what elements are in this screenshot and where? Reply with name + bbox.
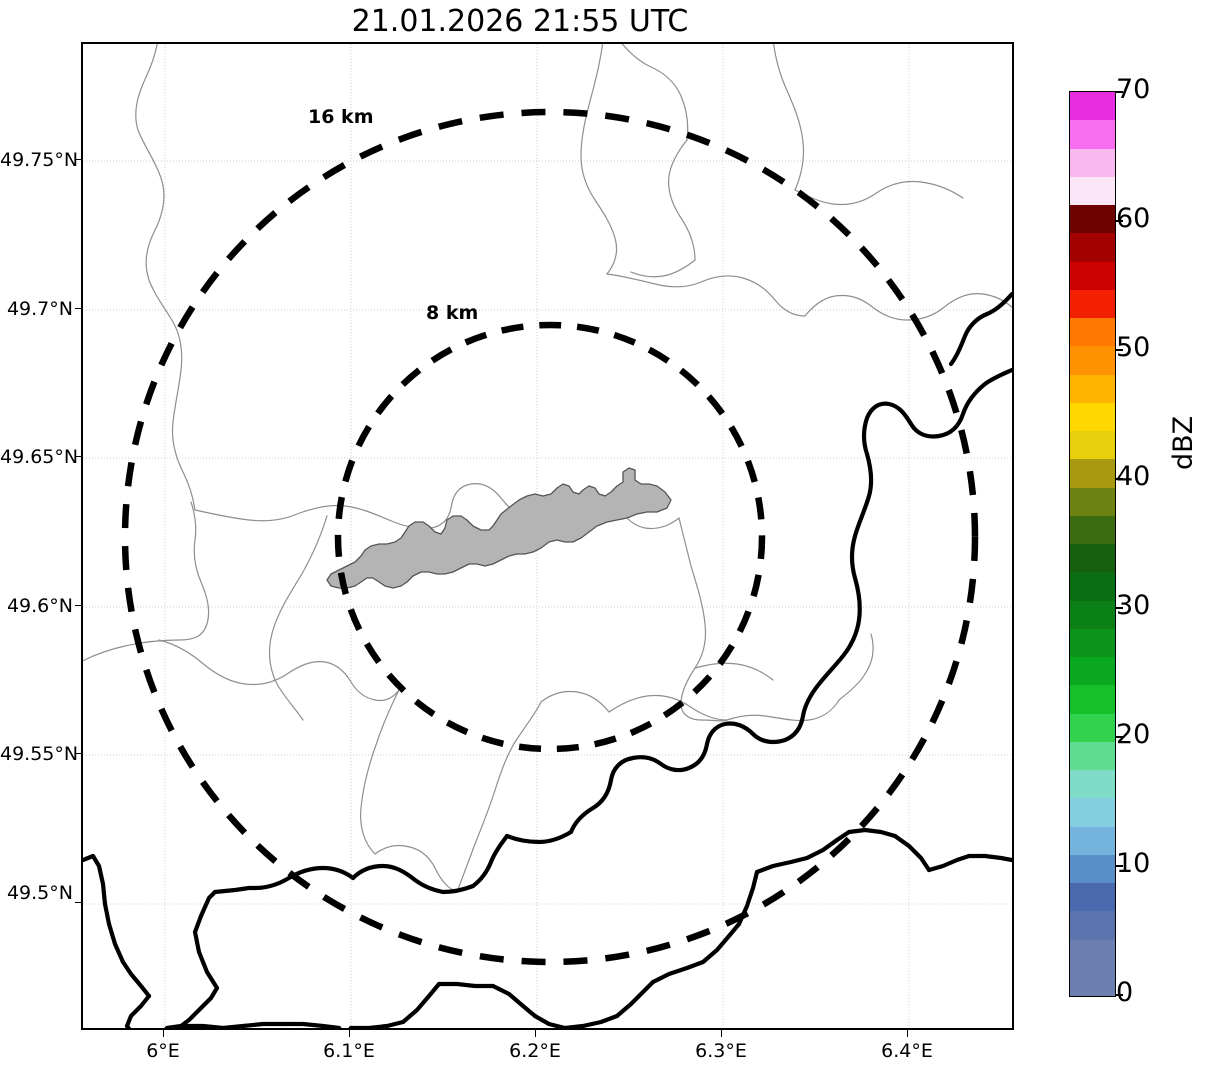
range-ring-16km bbox=[121, 108, 979, 966]
colorbar-tick-70: 70 bbox=[1116, 74, 1151, 105]
colorbar-band bbox=[1070, 431, 1115, 460]
lon-tick-6-3: 6.3°E bbox=[695, 1040, 747, 1062]
colorbar-band bbox=[1070, 741, 1115, 770]
lat-tickmark bbox=[75, 456, 82, 457]
colorbar-tick-20: 20 bbox=[1116, 719, 1151, 750]
colorbar-band bbox=[1070, 826, 1115, 855]
colorbar-band bbox=[1070, 402, 1115, 431]
colorbar-tickmark bbox=[1115, 478, 1123, 480]
colorbar-band bbox=[1070, 967, 1115, 996]
lat-tick-49-6: 49.6°N bbox=[6, 595, 73, 617]
lat-tickmark bbox=[75, 902, 82, 903]
colorbar-band bbox=[1070, 92, 1115, 121]
colorbar-band bbox=[1070, 628, 1115, 657]
colorbar-band bbox=[1070, 713, 1115, 742]
colorbar-band bbox=[1070, 459, 1115, 488]
colorbar-tickmark bbox=[1115, 865, 1123, 867]
colorbar-axis-label: dBZ bbox=[1168, 415, 1199, 470]
lat-tick-49-55: 49.55°N bbox=[0, 743, 79, 765]
colorbar-tickmark bbox=[1115, 220, 1123, 222]
colorbar[interactable] bbox=[1069, 91, 1116, 997]
lat-tickmark bbox=[75, 605, 82, 606]
colorbar-band bbox=[1070, 233, 1115, 262]
colorbar-tick-10: 10 bbox=[1116, 848, 1151, 879]
colorbar-band bbox=[1070, 515, 1115, 544]
colorbar-tickmark bbox=[1115, 736, 1123, 738]
colorbar-band bbox=[1070, 544, 1115, 573]
lon-tickmark bbox=[721, 1030, 722, 1037]
range-ring-label-16km: 16 km bbox=[308, 106, 374, 128]
colorbar-band bbox=[1070, 657, 1115, 686]
colorbar-band bbox=[1070, 261, 1115, 290]
colorbar-tickmark bbox=[1115, 607, 1123, 609]
lon-tick-6-1: 6.1°E bbox=[323, 1040, 375, 1062]
colorbar-band bbox=[1070, 911, 1115, 940]
city-polygon bbox=[326, 467, 672, 589]
colorbar-band bbox=[1070, 205, 1115, 234]
colorbar-tick-50: 50 bbox=[1116, 332, 1151, 363]
lon-tickmark bbox=[535, 1030, 536, 1037]
colorbar-band bbox=[1070, 289, 1115, 318]
lat-tick-49-75: 49.75°N bbox=[0, 149, 79, 171]
lon-tickmark bbox=[349, 1030, 350, 1037]
colorbar-tick-30: 30 bbox=[1116, 590, 1151, 621]
lon-tick-6: 6°E bbox=[146, 1040, 180, 1062]
radar-map-panel[interactable]: 16 km 8 km bbox=[81, 42, 1014, 1030]
colorbar-band bbox=[1070, 346, 1115, 375]
colorbar-band bbox=[1070, 120, 1115, 149]
colorbar-tick-60: 60 bbox=[1116, 203, 1151, 234]
lon-tickmark bbox=[163, 1030, 164, 1037]
range-rings bbox=[121, 108, 979, 966]
lat-tickmark bbox=[75, 308, 82, 309]
colorbar-band bbox=[1070, 798, 1115, 827]
page-title: 21.01.2026 21:55 UTC bbox=[351, 4, 689, 39]
colorbar-band bbox=[1070, 854, 1115, 883]
lat-tickmark bbox=[75, 159, 82, 160]
colorbar-band bbox=[1070, 374, 1115, 403]
lon-tickmark bbox=[907, 1030, 908, 1037]
colorbar-band bbox=[1070, 176, 1115, 205]
colorbar-band bbox=[1070, 685, 1115, 714]
colorbar-band bbox=[1070, 883, 1115, 912]
colorbar-band bbox=[1070, 600, 1115, 629]
colorbar-band bbox=[1070, 770, 1115, 799]
range-ring-8km bbox=[334, 321, 766, 753]
admin-boundaries bbox=[83, 44, 1012, 893]
colorbar-tickmark bbox=[1115, 994, 1123, 996]
lat-tickmark bbox=[75, 753, 82, 754]
lat-tick-49-5: 49.5°N bbox=[6, 882, 73, 904]
colorbar-tick-40: 40 bbox=[1116, 461, 1151, 492]
colorbar-band bbox=[1070, 572, 1115, 601]
country-border bbox=[83, 291, 1012, 1028]
colorbar-tickmark bbox=[1115, 349, 1123, 351]
map-canvas bbox=[83, 44, 1012, 1028]
lat-tick-49-65: 49.65°N bbox=[0, 446, 79, 468]
colorbar-band bbox=[1070, 148, 1115, 177]
colorbar-tickmark bbox=[1115, 91, 1123, 93]
colorbar-tick-0: 0 bbox=[1116, 977, 1134, 1008]
colorbar-band bbox=[1070, 487, 1115, 516]
lon-tick-6-2: 6.2°E bbox=[509, 1040, 561, 1062]
lat-tick-49-7: 49.7°N bbox=[6, 298, 73, 320]
colorbar-band bbox=[1070, 939, 1115, 968]
lon-tick-6-4: 6.4°E bbox=[881, 1040, 933, 1062]
range-ring-label-8km: 8 km bbox=[426, 302, 479, 324]
colorbar-band bbox=[1070, 318, 1115, 347]
